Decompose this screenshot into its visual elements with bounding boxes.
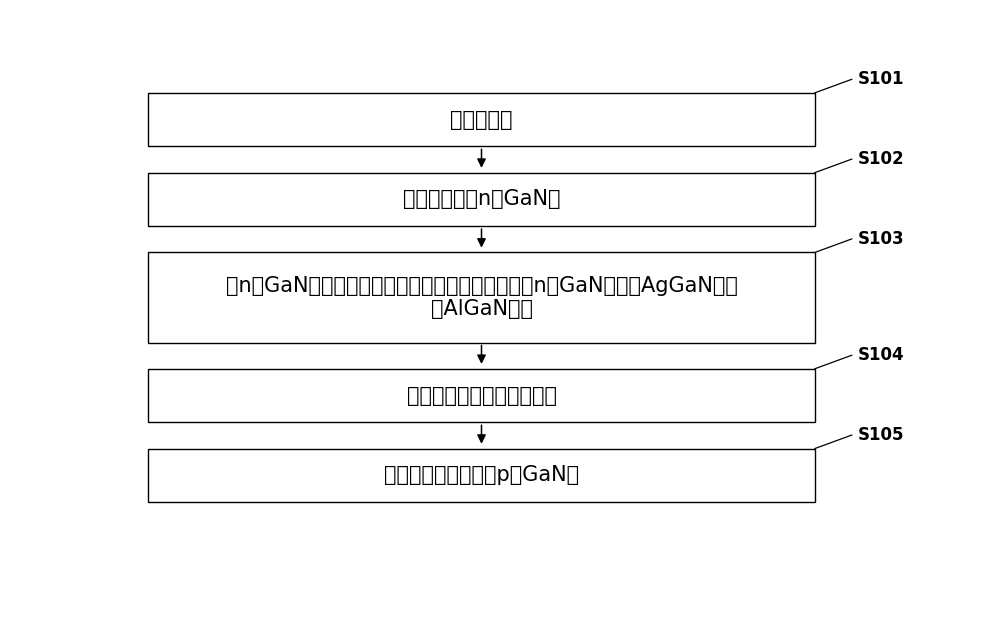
Bar <box>148 253 815 343</box>
Text: S101: S101 <box>858 70 905 88</box>
Bar <box>148 369 815 422</box>
Text: S105: S105 <box>858 426 905 444</box>
Bar <box>148 173 815 226</box>
Text: 在复合层上生长多量子阱层: 在复合层上生长多量子阱层 <box>406 386 556 406</box>
Text: S102: S102 <box>858 150 905 168</box>
Text: 在衬底上生长n型GaN层: 在衬底上生长n型GaN层 <box>403 190 560 209</box>
Text: 在多量子阱层上生长p型GaN层: 在多量子阱层上生长p型GaN层 <box>384 465 579 485</box>
Text: 在n型GaN层上生长复合层，复合层包括依次层叠在n型GaN层上的AgGaN子层
与AlGaN子层: 在n型GaN层上生长复合层，复合层包括依次层叠在n型GaN层上的AgGaN子层 … <box>226 276 737 319</box>
Text: 提供一衬底: 提供一衬底 <box>450 109 513 130</box>
Bar <box>148 449 815 502</box>
Text: S104: S104 <box>858 346 905 364</box>
Text: S103: S103 <box>858 230 905 248</box>
Bar <box>148 93 815 147</box>
